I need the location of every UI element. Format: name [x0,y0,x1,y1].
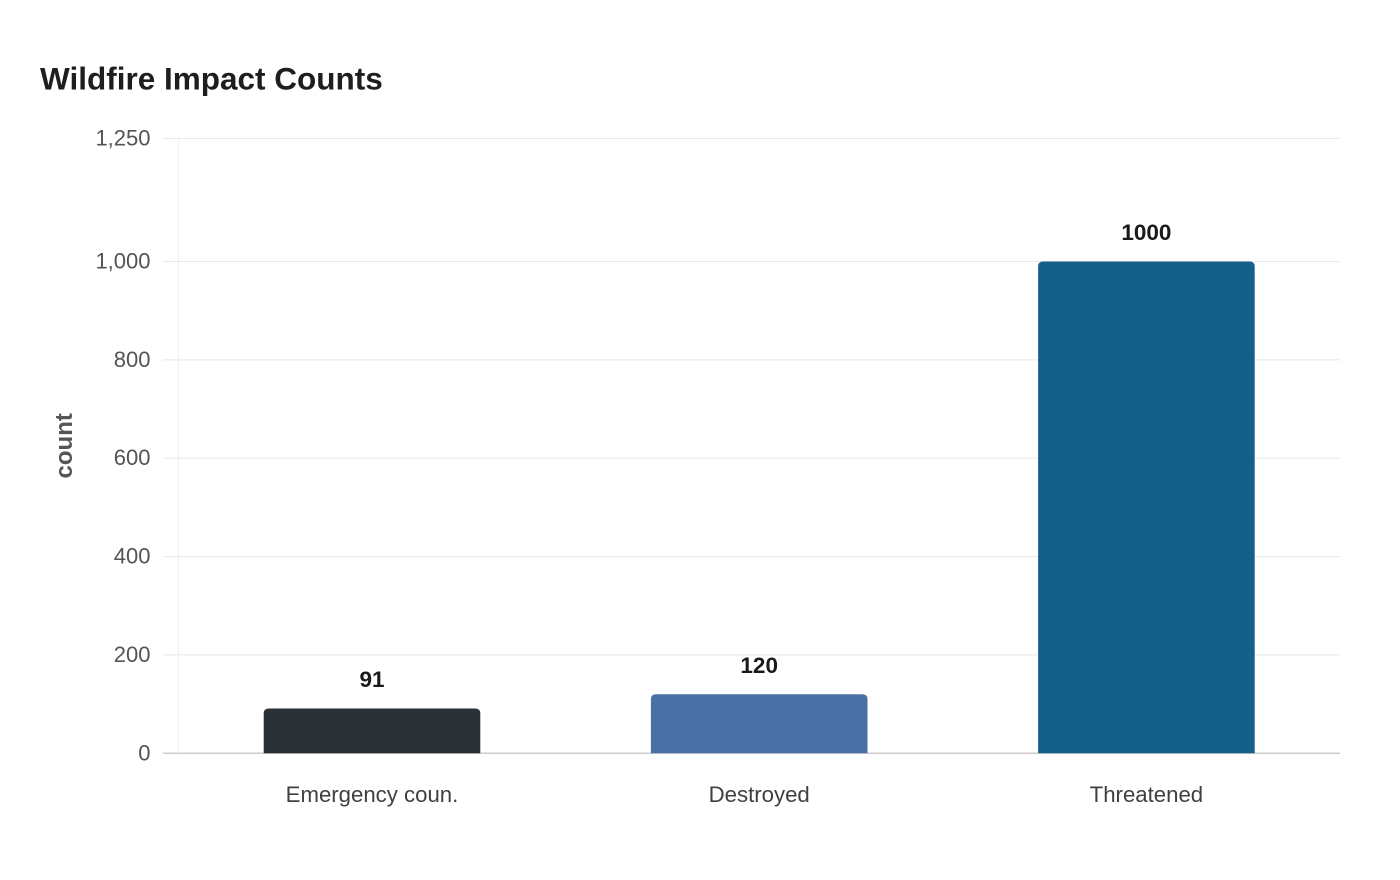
svg-text:600: 600 [114,445,151,470]
svg-text:Emergency coun.: Emergency coun. [286,782,459,807]
svg-text:200: 200 [114,642,151,667]
svg-text:120: 120 [740,653,778,678]
svg-text:800: 800 [114,347,151,372]
svg-text:1000: 1000 [1121,220,1171,245]
svg-text:0: 0 [138,740,150,765]
svg-text:1,000: 1,000 [95,249,150,274]
svg-text:Destroyed: Destroyed [709,782,810,807]
svg-text:Wildfire Impact Counts: Wildfire Impact Counts [40,60,383,96]
svg-text:400: 400 [114,544,151,569]
svg-text:91: 91 [359,667,384,692]
svg-text:count: count [51,413,78,478]
svg-text:Threatened: Threatened [1090,782,1203,807]
svg-text:1,250: 1,250 [95,126,150,151]
